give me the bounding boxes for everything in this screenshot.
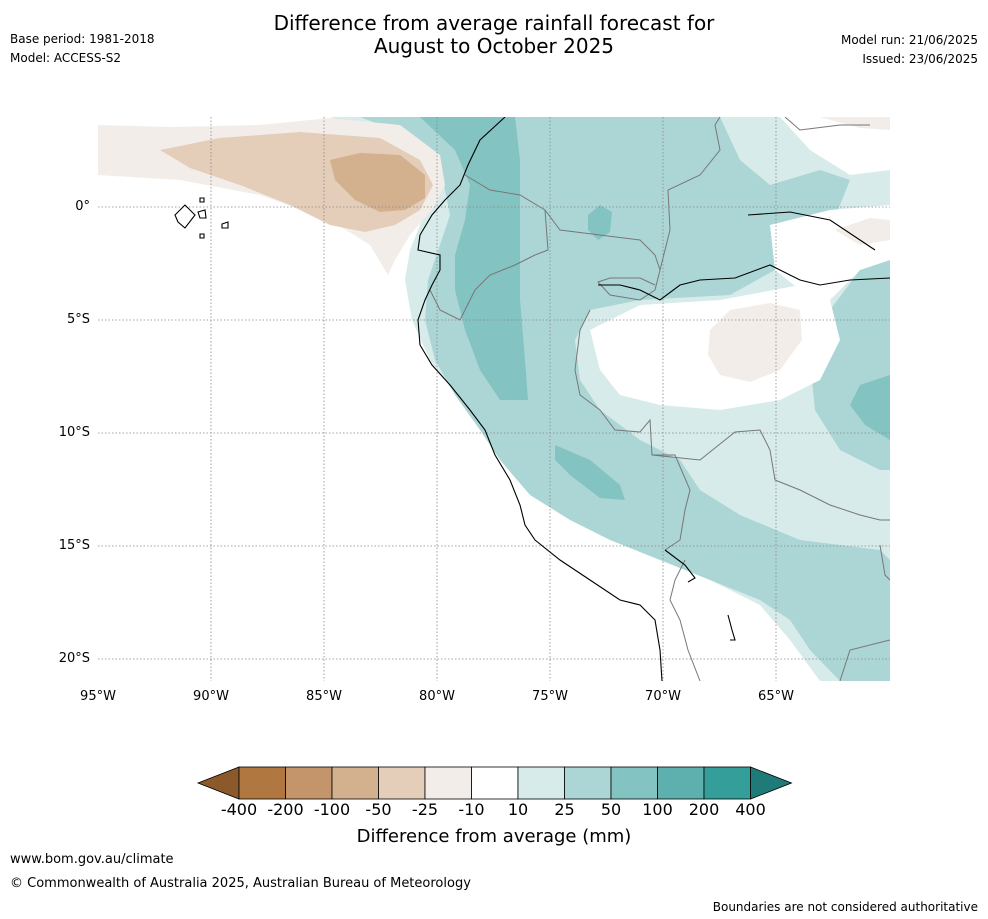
map-contours	[98, 117, 890, 681]
colorbar-tick-label: -50	[365, 800, 392, 819]
colorbar-swatch	[517, 766, 565, 800]
lat-tick-0: 0°	[75, 199, 90, 214]
contour-neutral-top-right	[780, 117, 890, 175]
contour-minus50-west	[330, 153, 425, 212]
colorbar-tick-label: 200	[688, 800, 720, 819]
lon-tick-6: 65°W	[758, 689, 794, 704]
colorbar-swatch	[378, 766, 426, 800]
gridlines	[98, 117, 890, 681]
lon-tick-4: 75°W	[532, 689, 568, 704]
colorbar-arrow-left	[196, 766, 240, 800]
contour-minus10-east	[708, 303, 802, 382]
lat-tick-3: 15°S	[58, 538, 90, 553]
colorbar-swatch	[703, 766, 751, 800]
footer-disclaimer: Boundaries are not considered authoritat…	[712, 900, 978, 914]
colorbar-tick-label: -10	[458, 800, 485, 819]
lon-tick-5: 70°W	[645, 689, 681, 704]
model-label: Model: ACCESS-S2	[10, 51, 122, 65]
colorbar-swatch	[471, 766, 519, 800]
colorbar-arrow-right	[750, 766, 793, 800]
colorbar-tick-label: 50	[600, 800, 622, 819]
coastline	[174, 117, 890, 681]
lon-tick-3: 80°W	[419, 689, 455, 704]
lon-tick-2: 85°W	[306, 689, 342, 704]
footer-url: www.bom.gov.au/climate	[10, 852, 174, 867]
contour-minus10-tr	[820, 117, 890, 130]
base-period-label: Base period: 1981-2018	[10, 32, 155, 46]
colorbar-tick-label: -200	[267, 800, 304, 819]
contour-50-100-blob	[588, 205, 612, 240]
map-title: Difference from average rainfall forecas…	[0, 12, 988, 58]
lon-tick-1: 90°W	[193, 689, 229, 704]
colorbar-swatch	[285, 766, 333, 800]
lat-tick-1: 5°S	[66, 312, 90, 327]
lat-tick-4: 20°S	[58, 651, 90, 666]
colorbar-tick-label: 400	[735, 800, 766, 819]
lat-tick-2: 10°S	[58, 425, 90, 440]
country-borders	[429, 117, 890, 681]
colorbar-swatch	[657, 766, 705, 800]
colorbar-tick-label: 100	[642, 800, 673, 819]
footer-copyright: © Commonwealth of Australia 2025, Austra…	[10, 876, 471, 891]
colorbar-swatch	[424, 766, 472, 800]
map-title-line1: Difference from average rainfall forecas…	[273, 11, 715, 35]
colorbar-swatch	[610, 766, 658, 800]
contour-50-100-east	[850, 375, 890, 440]
contour-50-100	[420, 117, 528, 400]
contour-50-100-south	[555, 445, 625, 500]
colorbar-title: Difference from average (mm)	[356, 826, 632, 847]
issued-label: Issued: 23/06/2025	[862, 52, 978, 66]
colorbar	[196, 766, 793, 800]
colorbar-tick-label: -25	[411, 800, 439, 819]
colorbar-tick-label: 25	[554, 800, 575, 819]
colorbar-tick-label: 10	[507, 800, 529, 819]
colorbar-tick-label: -400	[220, 800, 258, 819]
colorbar-tick-label: -100	[313, 800, 351, 819]
contour-minus10-ne	[835, 218, 890, 245]
colorbar-swatch	[238, 766, 286, 800]
colorbar-swatch	[564, 766, 612, 800]
colorbar-swatch	[331, 766, 379, 800]
lon-tick-0: 95°W	[80, 689, 116, 704]
model-run-label: Model run: 21/06/2025	[840, 33, 978, 47]
map-title-line2: August to October 2025	[373, 34, 615, 58]
